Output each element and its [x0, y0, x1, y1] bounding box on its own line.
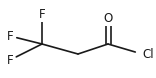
Text: F: F: [39, 7, 45, 21]
Text: Cl: Cl: [142, 48, 154, 61]
Text: O: O: [103, 11, 113, 24]
Text: F: F: [7, 54, 13, 67]
Text: F: F: [7, 29, 13, 43]
